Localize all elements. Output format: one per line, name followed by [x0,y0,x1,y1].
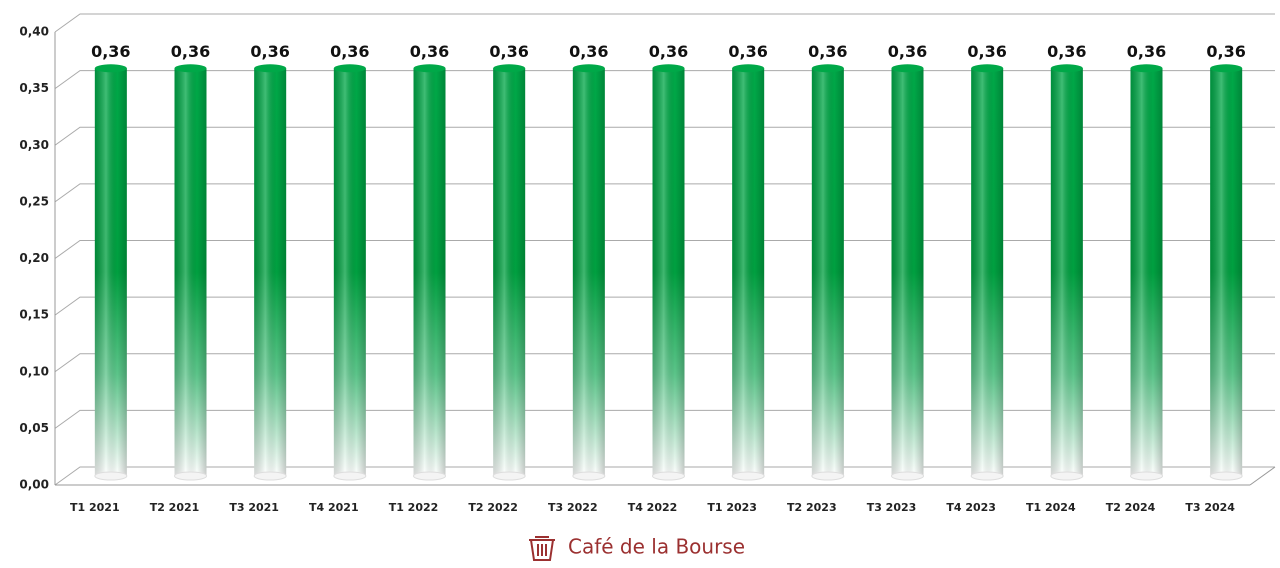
bar-cap [811,64,844,73]
bar-shade [254,68,287,477]
x-tick-label: T4 2023 [946,501,996,514]
value-label: 0,36 [1206,42,1245,61]
value-label: 0,36 [728,42,767,61]
value-label: 0,36 [1047,42,1086,61]
x-tick-label: T4 2021 [309,501,359,514]
bar-cap [413,64,446,73]
value-label: 0,36 [808,42,847,61]
bar-base [731,471,765,481]
bar-base [1050,471,1084,481]
x-tick-label: T3 2021 [229,501,279,514]
y-tick-label: 0,10 [19,364,49,378]
value-label: 0,36 [91,42,130,61]
grid-line [54,126,1275,146]
bar-base [811,471,845,481]
bar-base [970,471,1004,481]
bar-cap [652,64,685,73]
bar-base [652,471,685,481]
bar-base [1209,471,1243,481]
grid-line [54,296,1275,316]
x-tick-label: T3 2022 [548,501,598,514]
bar-base [492,471,526,481]
value-label: 0,36 [489,42,528,61]
y-tick-label: 0,20 [19,251,49,265]
x-tick-label: T2 2024 [1106,501,1156,514]
bar-cap [1130,64,1163,73]
value-label: 0,36 [1127,42,1166,61]
bar-cap [891,64,924,73]
x-tick-label: T1 2023 [707,501,757,514]
x-tick-label: T4 2022 [628,501,678,514]
y-tick-label: 0,00 [19,478,49,492]
grid-line [54,70,1275,90]
grid-line [54,183,1275,203]
bar-shade [811,68,844,477]
bar-base [891,471,924,481]
x-tick-label: T1 2024 [1026,501,1076,514]
x-tick-label: T2 2021 [150,501,200,514]
grid-line [54,409,1275,429]
grid-line [54,240,1275,259]
bar-cap [1050,64,1083,73]
y-tick-label: 0,35 [19,81,49,95]
x-tick-label: T1 2022 [389,501,439,514]
value-label: 0,36 [569,42,608,61]
grid-line [54,353,1275,373]
x-tick-label: T2 2023 [787,501,837,514]
x-tick-label: T3 2024 [1185,501,1235,514]
value-label: 0,36 [330,42,369,61]
bar-cap [174,64,207,73]
bar-cap [94,64,127,73]
grid-line [54,13,1275,33]
y-tick-label: 0,25 [19,194,49,208]
bar-shade [413,68,446,477]
bar-base [572,471,606,481]
bar-cap [493,64,526,73]
value-label: 0,36 [649,42,688,61]
x-tick-label: T2 2022 [468,501,518,514]
grid-line [54,466,1275,486]
source: Café de la Bourse [568,535,745,559]
bar-shade [1130,68,1163,477]
value-label: 0,36 [250,42,289,61]
x-tick-label: T3 2023 [867,501,917,514]
bar-base [1130,471,1163,481]
bar-shade [652,68,685,477]
bar-shade [1050,68,1083,477]
bar-cap [1210,64,1243,73]
bar-shade [891,68,924,477]
bar-shade [732,68,765,477]
x-tick-label: T1 2021 [70,501,120,514]
bar-shade [572,68,605,477]
bar-shade [94,68,127,477]
y-tick-label: 0,40 [19,25,49,39]
y-tick-label: 0,05 [19,421,49,435]
x-axis-edge [1249,466,1276,486]
bar-cap [333,64,366,73]
y-tick-label: 0,15 [19,308,49,322]
logo [529,536,555,561]
value-label: 0,36 [410,42,449,61]
bar-base [174,471,207,481]
bar-base [413,471,446,481]
bar-shade [333,68,366,477]
bar-cap [254,64,287,73]
value-label: 0,36 [888,42,927,61]
bar-cap [971,64,1004,73]
bar-base [253,471,287,481]
bar-shade [971,68,1004,477]
y-tick-label: 0,30 [19,138,49,152]
value-label: 0,36 [171,42,210,61]
bar-cap [732,64,765,73]
bar-base [333,471,367,481]
bar-base [94,471,128,481]
value-label: 0,36 [967,42,1006,61]
bar-shade [174,68,207,477]
bar-shade [1210,68,1243,477]
bar-shade [493,68,526,477]
bar-cap [572,64,605,73]
